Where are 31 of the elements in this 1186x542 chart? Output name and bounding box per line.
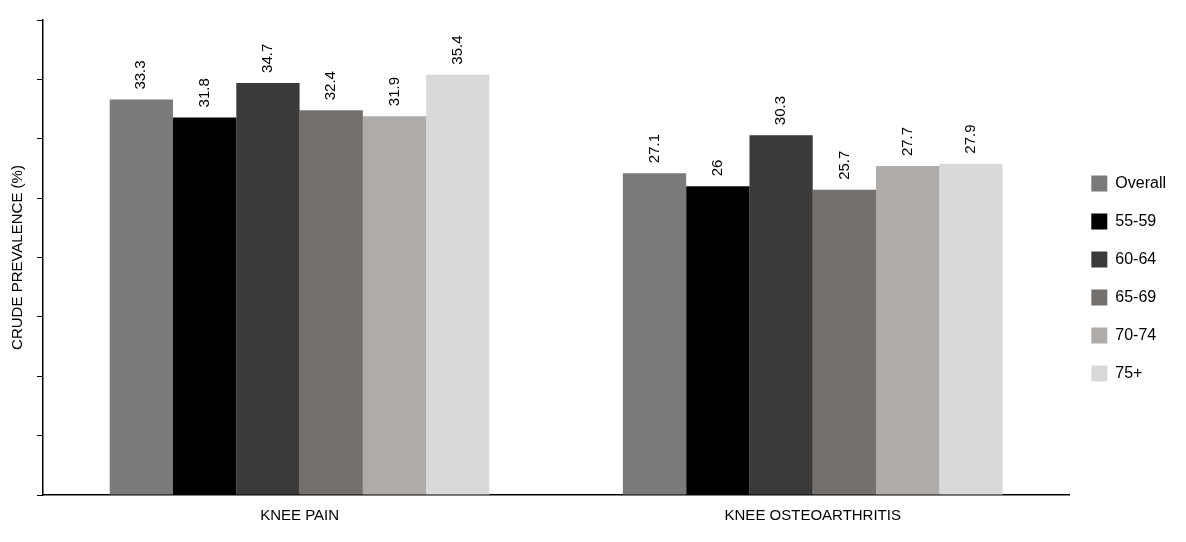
data-label: 34.7 [258, 43, 276, 73]
data-label: 31.8 [194, 78, 212, 108]
data-label: 27.7 [897, 126, 915, 157]
bar [876, 166, 940, 495]
data-label: 31.9 [384, 76, 402, 107]
data-label: 27.1 [644, 133, 662, 164]
legend-label: 55-59 [1115, 211, 1157, 229]
legend-label: 70-74 [1115, 325, 1157, 343]
data-label: 25.7 [834, 150, 852, 180]
x-tick-label: KNEE OSTEOARTHRITIS [724, 506, 901, 524]
data-label: 27.9 [961, 124, 979, 154]
legend-label: 75+ [1115, 363, 1143, 381]
legend-label: 65-69 [1115, 287, 1157, 305]
bar [749, 135, 813, 495]
y-axis-title: CRUDE PREVALENCE (%) [8, 165, 26, 350]
legend-label: 60-64 [1115, 249, 1157, 267]
bar [939, 163, 1003, 495]
legend-label: Overall [1115, 173, 1167, 191]
bar [812, 189, 877, 495]
bar [362, 116, 427, 495]
x-tick-label: KNEE PAIN [260, 506, 340, 524]
data-label: 30.3 [771, 95, 789, 126]
bar [109, 99, 173, 495]
bar [236, 82, 300, 495]
data-label: 33.3 [131, 60, 149, 90]
data-label: 35.4 [447, 35, 465, 65]
bar [622, 173, 687, 495]
bar [426, 74, 490, 495]
bar [299, 110, 363, 495]
data-label: 26 [707, 159, 725, 177]
data-label: 32.4 [321, 71, 339, 101]
